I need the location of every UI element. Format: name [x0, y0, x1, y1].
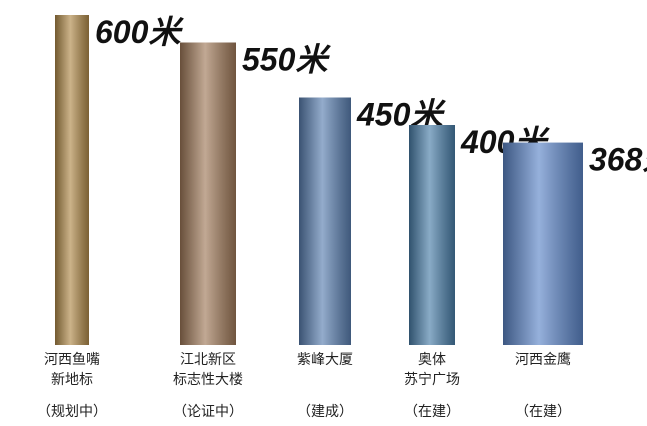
category-label: 江北新区 [180, 352, 236, 368]
category-label: 标志性大楼 [173, 372, 243, 388]
category-label: 紫峰大厦 [297, 352, 353, 368]
category-label: （在建） [404, 404, 460, 420]
building-shine [55, 15, 89, 345]
category-label: （建成） [297, 404, 353, 420]
category-label: 河西鱼嘴 [44, 351, 100, 368]
value-label: 368米 [589, 142, 647, 178]
category-label: 河西金鹰 [515, 352, 571, 368]
category-label: 奥体 [418, 351, 446, 368]
building-shine [503, 142, 583, 345]
value-label: 550米 [242, 42, 331, 78]
category-label: 新地标 [51, 372, 93, 388]
category-label: 苏宁广场 [404, 371, 460, 388]
category-label: （规划中） [37, 404, 107, 420]
category-label: （在建） [515, 404, 571, 420]
building-shine [299, 97, 351, 345]
category-label: （论证中） [173, 404, 243, 420]
value-label: 600米 [95, 14, 184, 50]
building-shine [180, 42, 236, 345]
building-shine [409, 125, 455, 345]
